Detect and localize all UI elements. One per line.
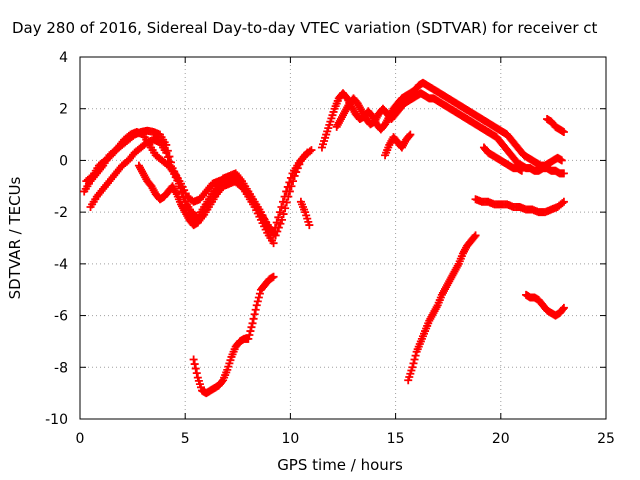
data-point	[252, 301, 261, 310]
data-point	[245, 330, 254, 339]
data-point	[558, 199, 567, 208]
x-tick-label: 15	[387, 431, 405, 447]
data-point	[190, 360, 199, 369]
data-point	[307, 146, 316, 155]
data-series	[471, 195, 568, 217]
data-point	[249, 314, 258, 323]
chart-title: Day 280 of 2016, Sidereal Day-to-day VTE…	[12, 19, 598, 37]
data-point	[410, 355, 419, 364]
data-point	[517, 166, 526, 175]
data-series	[332, 89, 568, 178]
data-point	[246, 327, 255, 336]
data-point	[406, 130, 415, 139]
data-point	[244, 334, 253, 343]
data-point	[411, 351, 420, 360]
data-series	[381, 130, 415, 160]
points-layer	[80, 78, 568, 398]
data-point	[289, 177, 298, 186]
data-point	[253, 297, 262, 306]
data-point	[470, 232, 479, 241]
data-series	[189, 272, 278, 398]
data-point	[305, 221, 314, 230]
data-point	[247, 323, 256, 332]
data-point	[559, 303, 568, 312]
y-tick-label: 2	[59, 102, 68, 118]
data-point	[303, 148, 312, 157]
x-axis-label: GPS time / hours	[277, 456, 403, 474]
data-point	[274, 223, 283, 232]
data-point	[269, 272, 278, 281]
data-point	[276, 219, 285, 228]
data-point	[290, 171, 299, 180]
y-tick-label: 4	[59, 50, 68, 66]
data-point	[409, 359, 418, 368]
y-tick-label: -2	[54, 205, 68, 221]
data-series	[404, 231, 480, 385]
data-point	[250, 310, 259, 319]
data-point	[295, 160, 304, 169]
data-point	[162, 148, 171, 157]
data-point	[282, 198, 291, 207]
data-point	[163, 153, 172, 162]
data-point	[279, 210, 288, 219]
data-series	[134, 161, 202, 230]
data-point	[272, 218, 281, 227]
plot-border	[79, 56, 607, 420]
data-series	[82, 127, 312, 240]
data-point	[292, 168, 301, 177]
data-point	[251, 305, 260, 314]
data-point	[285, 187, 294, 196]
x-tick-label: 20	[492, 431, 510, 447]
data-point	[408, 363, 417, 372]
data-point	[271, 231, 280, 240]
y-tick-label: -8	[54, 360, 68, 376]
data-point	[193, 218, 202, 227]
data-point	[471, 231, 480, 240]
data-point	[277, 202, 286, 211]
data-point	[293, 164, 302, 173]
x-tick-label: 0	[76, 431, 85, 447]
data-series	[522, 290, 568, 320]
data-point	[248, 319, 257, 328]
ticks-layer: 0 5 10 15 20 25 -10 -8 -6 -4 -2 0 2 4	[45, 50, 615, 447]
y-tick-label: 0	[59, 153, 68, 169]
y-tick-label: -6	[54, 309, 68, 325]
data-point	[559, 169, 568, 178]
y-axis-label: SDTVAR / TECUs	[6, 176, 24, 299]
data-point	[277, 215, 286, 224]
data-point	[269, 239, 278, 248]
x-tick-label: 10	[281, 431, 299, 447]
data-point	[287, 182, 296, 191]
data-point	[254, 293, 263, 302]
data-point	[281, 204, 290, 213]
y-tick-label: -4	[54, 257, 68, 273]
data-point	[284, 192, 293, 201]
data-series	[296, 197, 314, 230]
x-tick-label: 5	[181, 431, 190, 447]
data-point	[405, 131, 414, 140]
data-series	[479, 143, 526, 175]
x-tick-label: 25	[597, 431, 615, 447]
y-tick-label: -10	[45, 412, 68, 428]
data-point	[255, 289, 264, 298]
data-series	[543, 115, 568, 136]
data-point	[273, 227, 282, 236]
data-point	[559, 197, 568, 206]
data-point	[192, 369, 201, 378]
data-point	[559, 127, 568, 136]
data-point	[558, 305, 567, 314]
data-point	[557, 156, 566, 165]
data-point	[191, 364, 200, 373]
axes-layer	[79, 56, 607, 420]
data-point	[189, 355, 198, 364]
